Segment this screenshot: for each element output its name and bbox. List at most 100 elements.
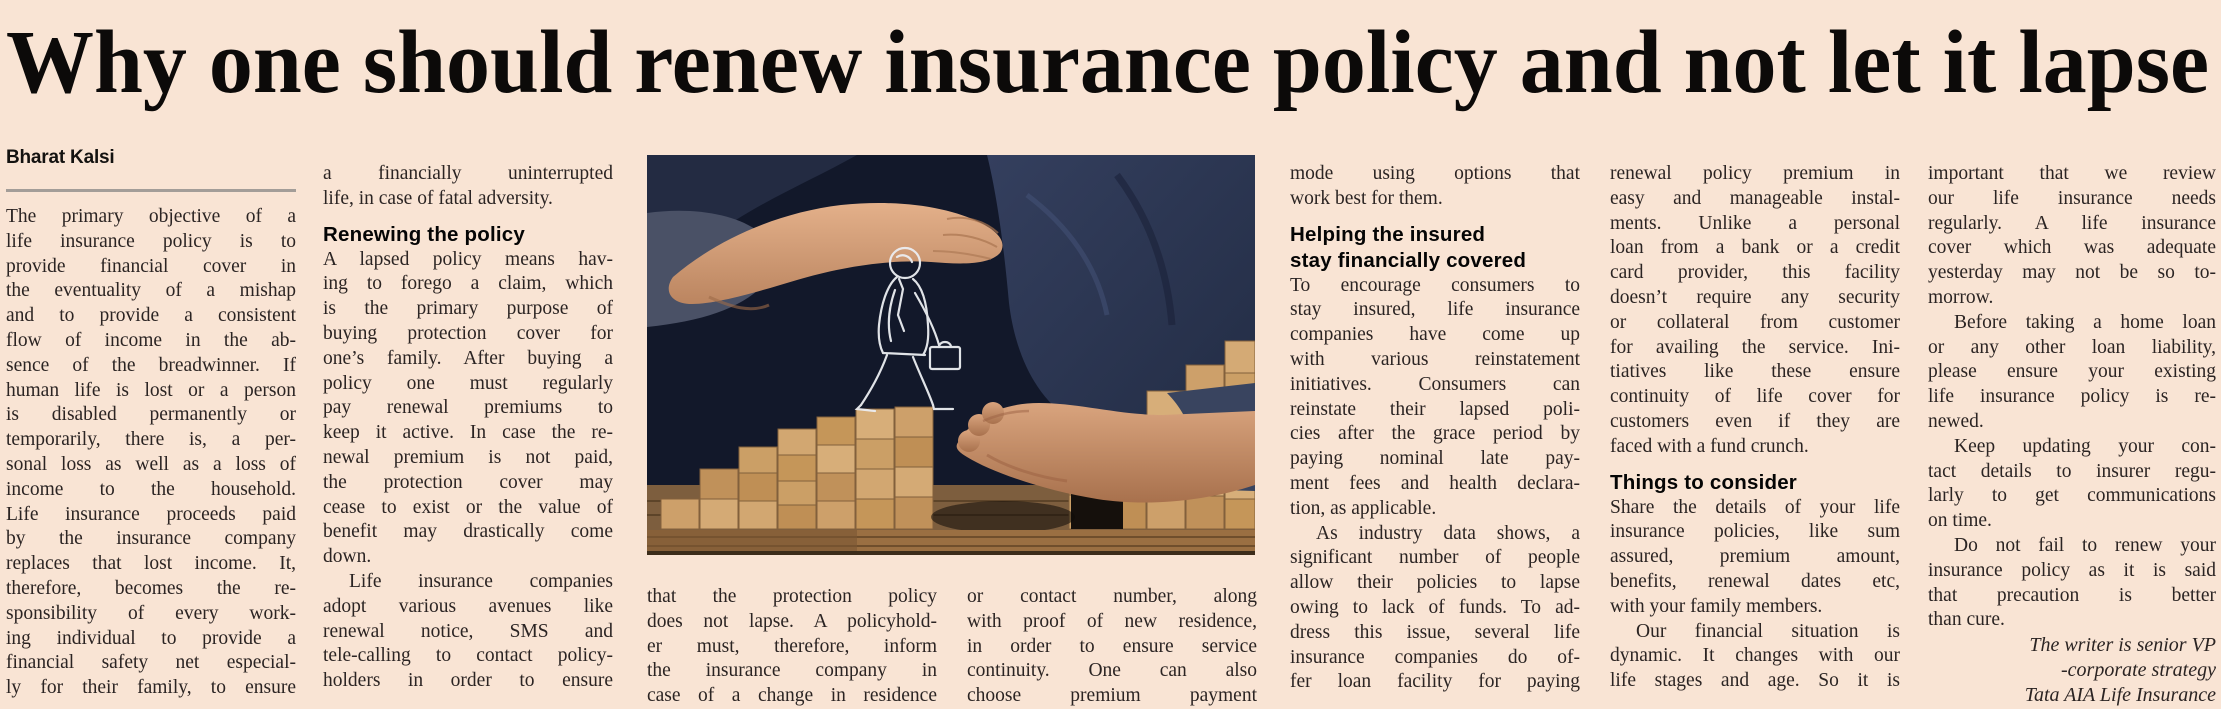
body-text-line: benefit may drastically come xyxy=(323,521,613,543)
paragraph-gap xyxy=(323,212,613,222)
author-credit-line: -corporate strategy xyxy=(2061,658,2216,681)
paragraph-gap xyxy=(1290,212,1580,222)
body-text-line: with various reinstatement xyxy=(1290,348,1580,370)
body-text-line: keep it active. In case the re- xyxy=(323,422,613,444)
body-text-line: renewal notice, SMS and xyxy=(323,620,613,642)
body-text-line: or any other loan liability, xyxy=(1928,336,2216,358)
body-text-line: than cure. xyxy=(1928,609,2005,631)
body-text-line: cease to exist or the value of xyxy=(323,496,613,518)
body-text-line: larly to get communications xyxy=(1928,485,2216,507)
body-text-line: Do not fail to renew your xyxy=(1954,534,2216,556)
body-text-line: is the primary purpose of xyxy=(323,298,613,320)
body-text-line: human life is lost or a person xyxy=(6,379,296,401)
body-text-line: Share the details of your life xyxy=(1610,496,1900,518)
body-text-line: financial safety net especial- xyxy=(6,652,296,674)
body-text-line: faced with a fund crunch. xyxy=(1610,435,1809,457)
body-text-line: er must, therefore, inform xyxy=(647,635,937,657)
body-text-line: is disabled permanently or xyxy=(6,404,296,426)
body-text-line: policy one must regularly xyxy=(323,372,613,394)
body-text-line: pay renewal premiums to xyxy=(323,397,613,419)
gap-shadow xyxy=(931,501,1075,533)
body-text-line: allow their policies to lapse xyxy=(1290,572,1580,594)
walking-figure-sketch xyxy=(854,246,962,413)
body-text-line: dynamic. It changes with our xyxy=(1610,645,1900,667)
article-column-1: The primary objective of a life insurance… xyxy=(6,205,296,701)
body-text-line: that the protection policy xyxy=(647,586,937,607)
body-text-line: with proof of new residence, xyxy=(967,610,1257,632)
section-subhead: stay financially covered xyxy=(1290,248,1527,272)
body-text-line: a financially uninterrupted xyxy=(323,163,613,184)
body-text-line: therefore, becomes the re- xyxy=(6,577,296,599)
section-subhead: Things to consider xyxy=(1610,470,1797,494)
body-text-line: life, in case of fatal adversity. xyxy=(323,187,553,209)
body-text-line: insurance companies do of- xyxy=(1290,646,1580,668)
body-text-line: work best for them. xyxy=(1290,187,1443,209)
body-text-line: provide financial cover in xyxy=(6,255,296,277)
body-text-line: yesterday may not be so to- xyxy=(1928,262,2216,284)
body-text-line: owing to lack of funds. To ad- xyxy=(1290,596,1580,618)
body-text-line: stay insured, life insurance xyxy=(1290,299,1580,321)
body-text-line: Before taking a home loan xyxy=(1954,311,2216,333)
article-column-4: or contact number, along with proof of ne… xyxy=(967,585,1257,709)
body-text-line: fer loan facility for paying xyxy=(1290,671,1580,693)
body-text-line: with your family members. xyxy=(1610,595,1823,617)
body-text-line: ment fees and health declara- xyxy=(1290,472,1580,494)
body-text-line: or collateral from customer xyxy=(1610,311,1900,333)
body-text-line: the eventuality of a mishap xyxy=(6,280,296,302)
body-text-line: or contact number, along xyxy=(967,586,1257,607)
body-text-line: and to provide a consistent xyxy=(6,305,296,327)
body-text-line: ing individual to provide a xyxy=(6,627,296,649)
byline: Bharat Kalsi xyxy=(6,147,115,168)
body-text-line: important that we review xyxy=(1928,163,2216,184)
body-text-line: our life insurance needs xyxy=(1928,187,2216,209)
body-text-line: for availing the service. Ini- xyxy=(1610,336,1900,358)
body-text-line: The primary objective of a xyxy=(6,206,296,227)
body-text-line: income to the household. xyxy=(6,478,296,500)
body-text-line: down. xyxy=(323,546,372,568)
body-text-line: adopt various avenues like xyxy=(323,595,613,617)
body-text-line: card provider, this facility xyxy=(1610,262,1900,284)
body-text-line: buying protection cover for xyxy=(323,322,613,344)
body-text-line: sonal loss as well as a loss of xyxy=(6,453,296,475)
body-text-line: the protection cover may xyxy=(323,471,613,493)
article-photo-svg xyxy=(647,155,1255,555)
article-column-5: mode using options that work best for the… xyxy=(1290,162,1580,695)
body-text-line: ly for their family, to ensure xyxy=(6,677,296,699)
body-text-line: initiatives. Consumers can xyxy=(1290,373,1580,395)
article-photo xyxy=(647,155,1255,555)
body-text-line: paying nominal late pay- xyxy=(1290,448,1580,470)
body-text-line: Life insurance proceeds paid xyxy=(6,503,296,525)
body-text-line: benefits, renewal dates etc, xyxy=(1610,570,1900,592)
protective-hand-illustration xyxy=(668,203,1003,311)
body-text-line: temporarily, there is, a per- xyxy=(6,429,296,451)
table-front-edge xyxy=(647,530,1255,555)
body-text-line: Our financial situation is xyxy=(1636,620,1900,642)
section-subhead: Renewing the policy xyxy=(323,222,525,246)
body-text-line: ments. Unlike a personal xyxy=(1610,212,1900,234)
body-text-line: tiatives like these ensure xyxy=(1610,361,1900,383)
body-text-line: tele-calling to contact policy- xyxy=(323,645,613,667)
body-text-line: case of a change in residence xyxy=(647,685,937,707)
body-text-line: continuity of life cover for xyxy=(1610,386,1900,408)
author-credit-line: The writer is senior VP xyxy=(2029,634,2216,657)
body-text-line: insurance policy as it is said xyxy=(1928,559,2216,581)
body-text-line: holders in order to ensure xyxy=(323,670,613,692)
body-text-line: assured, premium amount, xyxy=(1610,546,1900,568)
body-text-line: tion, as applicable. xyxy=(1290,497,1437,519)
wooden-stairs-left xyxy=(660,406,934,530)
body-text-line: Keep updating your con- xyxy=(1954,435,2216,457)
body-text-line: newed. xyxy=(1928,410,1984,432)
body-text-line: easy and manageable instal- xyxy=(1610,187,1900,209)
body-text-line: on time. xyxy=(1928,510,1992,532)
headline: Why one should renew insurance policy an… xyxy=(6,10,2215,122)
body-text-line: loan from a bank or a credit xyxy=(1610,237,1900,259)
body-text-line: renewal policy premium in xyxy=(1610,163,1900,184)
body-text-line: insurance policies, like sum xyxy=(1610,521,1900,543)
body-text-line: morrow. xyxy=(1928,286,1994,308)
body-text-line: significant number of people xyxy=(1290,547,1580,569)
body-text-line: that precaution is better xyxy=(1928,584,2216,606)
body-text-line: one’s family. After buying a xyxy=(323,347,613,369)
article-column-6: renewal policy premium in easy and manage… xyxy=(1610,162,1900,694)
body-text-line: mode using options that xyxy=(1290,163,1580,184)
